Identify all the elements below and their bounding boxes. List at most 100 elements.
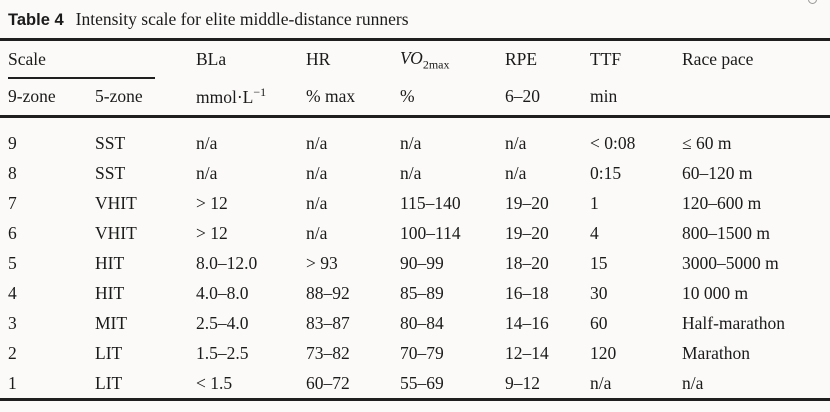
table-row: 5 HIT 8.0–12.0 > 93 90–99 18–20 15 3000–5000 m — [0, 248, 830, 278]
table-row: 2 LIT 1.5–2.5 73–82 70–79 12–14 120 Marathon — [0, 338, 830, 368]
table-cell: VHIT — [95, 223, 137, 243]
table-cell: n/a — [682, 373, 704, 393]
table-caption-label: Table 4 — [8, 11, 64, 29]
table-cell: 30 — [590, 283, 608, 303]
table-cell: 120 — [590, 343, 617, 363]
col-header-vo2max: VO2max — [400, 40, 505, 79]
header-row-units: 9-zone 5-zone mmol·L−1 % max % 6–20 min — [0, 78, 830, 118]
bla-unit-base: mmol·L — [196, 87, 254, 108]
table-cell: 100–114 — [400, 223, 461, 243]
table-cell: 1.5–2.5 — [196, 343, 249, 363]
table-cell: LIT — [95, 373, 123, 393]
col-header-ttf: TTF — [590, 49, 622, 70]
table-cell: 90–99 — [400, 253, 444, 273]
table-cell: 4.0–8.0 — [196, 283, 249, 303]
table-row: 7 VHIT > 12 n/a 115–140 19–20 1 120–600 m — [0, 188, 830, 218]
vo2max-base: VO — [400, 47, 423, 68]
table-cell: 1 — [590, 193, 599, 213]
table-cell: 115–140 — [400, 193, 461, 213]
table-cell: 70–79 — [400, 343, 444, 363]
table-cell: SST — [95, 163, 126, 183]
table-cell: 12–14 — [505, 343, 549, 363]
table-cell: 19–20 — [505, 193, 549, 213]
table-cell: SST — [95, 133, 126, 153]
table-cell: 15 — [590, 253, 608, 273]
table-cell: n/a — [400, 163, 422, 183]
col-unit-9zone: 9-zone — [0, 78, 95, 118]
table-cell: 1 — [8, 373, 17, 393]
table-cell: n/a — [306, 133, 328, 153]
table-cell: n/a — [306, 193, 328, 213]
table-row: 6 VHIT > 12 n/a 100–114 19–20 4 800–1500 m — [0, 218, 830, 248]
table-cell: 5 — [8, 253, 17, 273]
table-row: 1 LIT < 1.5 60–72 55–69 9–12 n/a n/a — [0, 368, 830, 400]
table-cell: 60 — [590, 313, 608, 333]
col-unit-ttf: min — [590, 78, 682, 118]
table-cell: 800–1500 m — [682, 223, 770, 243]
col-header-scale-label: Scale — [8, 49, 46, 70]
table-cell: 7 — [8, 193, 17, 213]
table-cell: 55–69 — [400, 373, 444, 393]
table-cell: 9–12 — [505, 373, 540, 393]
table-cell: Half-marathon — [682, 313, 786, 333]
table-cell: Marathon — [682, 343, 751, 363]
table-cell: HIT — [95, 253, 125, 273]
bla-unit-superscript: −1 — [253, 85, 267, 100]
header-row-names: Scale BLa HR VO2max RPE TTF Race pace — [0, 40, 830, 79]
table-cell: > 12 — [196, 193, 228, 213]
table-cell: n/a — [306, 163, 328, 183]
table-cell: ≤ 60 m — [682, 133, 732, 153]
table-cell: VHIT — [95, 193, 137, 213]
table-cell: 19–20 — [505, 223, 549, 243]
table-header: Scale BLa HR VO2max RPE TTF Race pace 9-… — [0, 40, 830, 118]
table-body: 9 SST n/a n/a n/a n/a < 0:08 ≤ 60 m 8 SST n/a n/a n/… — [0, 117, 830, 400]
table-cell: n/a — [590, 373, 612, 393]
table-cell: 0:15 — [590, 163, 622, 183]
table-cell: 8.0–12.0 — [196, 253, 258, 273]
table-cell: 3000–5000 m — [682, 253, 779, 273]
table-cell: n/a — [196, 163, 218, 183]
table-cell: 18–20 — [505, 253, 549, 273]
table-cell: 14–16 — [505, 313, 549, 333]
table-cell: 4 — [8, 283, 17, 303]
col-unit-bla: mmol·L−1 — [196, 78, 306, 118]
table-cell: 2 — [8, 343, 17, 363]
table-cell: 85–89 — [400, 283, 444, 303]
col-unit-vo2max: % — [400, 78, 505, 118]
table-cell: HIT — [95, 283, 125, 303]
table-cell: > 12 — [196, 223, 228, 243]
col-header-scale: Scale — [0, 40, 196, 79]
col-unit-5zone: 5-zone — [95, 78, 196, 118]
table-cell: < 0:08 — [590, 133, 636, 153]
table-cell: < 1.5 — [196, 373, 233, 393]
table-cell: > 93 — [306, 253, 338, 273]
col-header-bla: BLa — [196, 49, 227, 70]
table-cell: LIT — [95, 343, 123, 363]
table-cell: MIT — [95, 313, 128, 333]
table-cell: n/a — [306, 223, 328, 243]
table-cell: 4 — [590, 223, 599, 243]
col-unit-race-pace — [682, 78, 830, 118]
table-cell: 9 — [8, 133, 17, 153]
table-cell: 6 — [8, 223, 17, 243]
col-header-hr: HR — [306, 49, 331, 70]
table-caption: Table 4 Intensity scale for elite middle-… — [8, 7, 409, 32]
intensity-scale-table: Scale BLa HR VO2max RPE TTF Race pace 9-… — [0, 38, 830, 401]
col-unit-rpe: 6–20 — [505, 78, 590, 118]
table-cell: n/a — [196, 133, 218, 153]
table-cell: 10 000 m — [682, 283, 749, 303]
vo2max-subscript: 2max — [422, 57, 450, 71]
table-cell: 83–87 — [306, 313, 350, 333]
table-row: 4 HIT 4.0–8.0 88–92 85–89 16–18 30 10 000 m — [0, 278, 830, 308]
table-cell: 88–92 — [306, 283, 350, 303]
table-cell: 3 — [8, 313, 17, 333]
table-cell: 16–18 — [505, 283, 549, 303]
page-corner-artifact — [808, 0, 817, 4]
table-caption-text: Intensity scale for elite middle-distanc… — [75, 9, 409, 29]
table-row: 3 MIT 2.5–4.0 83–87 80–84 14–16 60 Half-maratho… — [0, 308, 830, 338]
table-cell: n/a — [505, 163, 527, 183]
table-row: 8 SST n/a n/a n/a n/a 0:15 60–120 m — [0, 158, 830, 188]
table-cell: 73–82 — [306, 343, 350, 363]
table-cell: 120–600 m — [682, 193, 762, 213]
table-cell: 60–72 — [306, 373, 350, 393]
